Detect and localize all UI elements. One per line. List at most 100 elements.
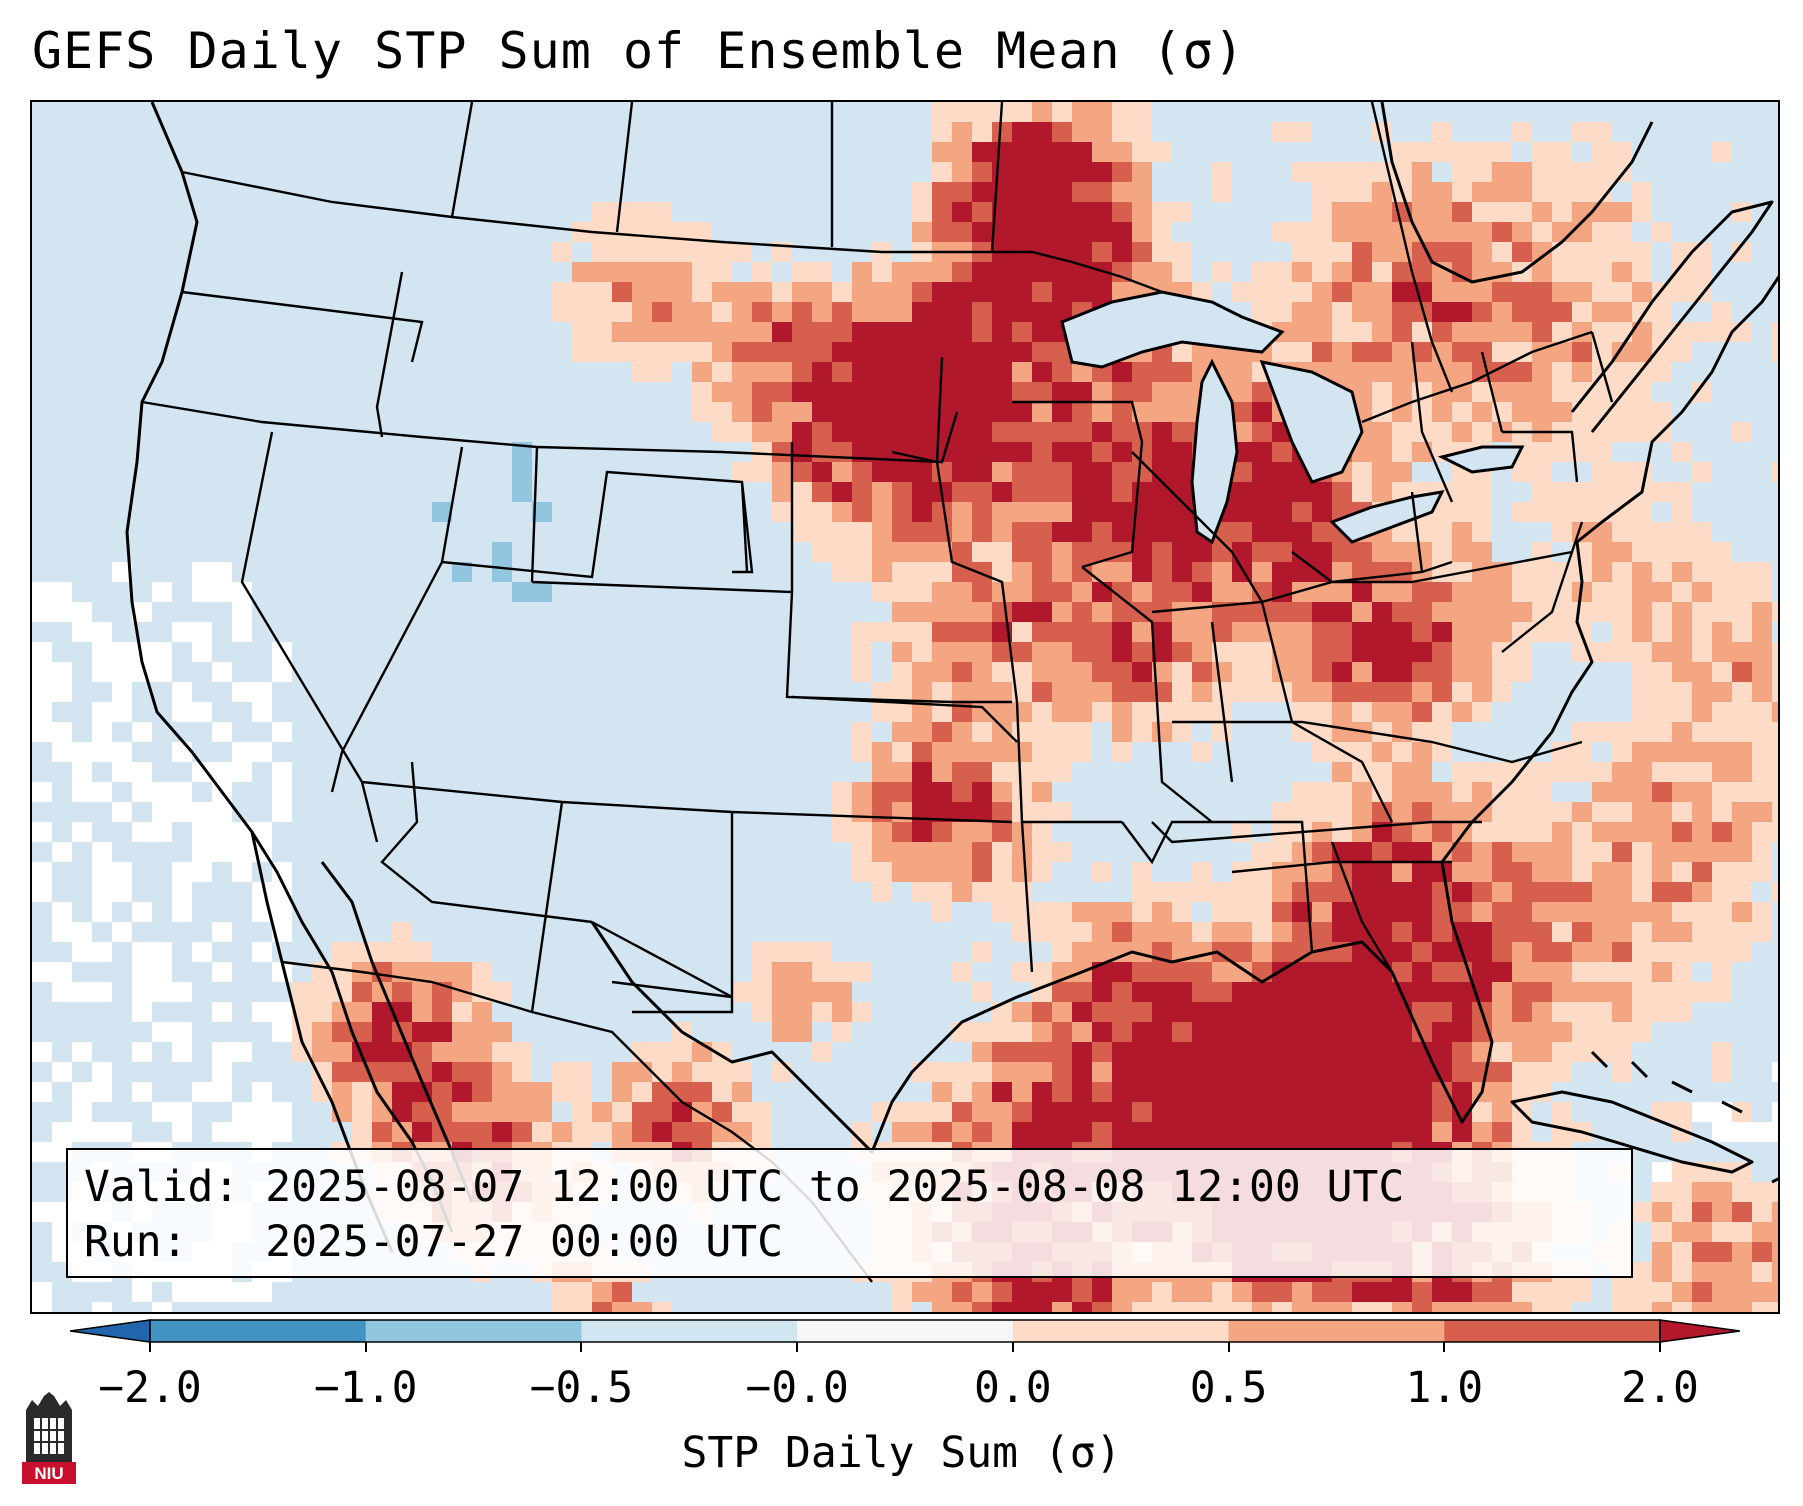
anomaly-cell <box>952 1102 972 1122</box>
anomaly-cell <box>932 202 952 222</box>
anomaly-cell <box>1532 242 1552 262</box>
anomaly-cell <box>952 722 972 742</box>
anomaly-cell <box>892 822 912 842</box>
anomaly-cell <box>1172 1062 1192 1082</box>
anomaly-cell <box>1372 802 1392 822</box>
anomaly-cell <box>1572 402 1592 422</box>
anomaly-cell <box>1032 202 1052 222</box>
anomaly-cell <box>372 1022 392 1042</box>
anomaly-cell <box>712 302 732 322</box>
anomaly-cell <box>1032 522 1052 542</box>
anomaly-cell <box>1072 442 1092 462</box>
anomaly-cell <box>1412 902 1432 922</box>
anomaly-cell <box>1592 262 1612 282</box>
anomaly-cell <box>1652 222 1672 242</box>
anomaly-cell <box>412 942 432 962</box>
colorbar-bin <box>150 1320 367 1342</box>
anomaly-cell <box>1032 382 1052 402</box>
anomaly-cell <box>1132 422 1152 442</box>
anomaly-cell <box>872 542 892 562</box>
anomaly-cell <box>852 502 872 522</box>
anomaly-cell <box>1752 1202 1772 1222</box>
anomaly-cell <box>1532 622 1552 642</box>
anomaly-cell <box>1292 1042 1312 1062</box>
anomaly-cell <box>1612 802 1632 822</box>
anomaly-cell <box>1632 802 1652 822</box>
anomaly-cell <box>1032 482 1052 502</box>
anomaly-cell <box>932 702 952 722</box>
anomaly-cell <box>1412 1122 1432 1142</box>
anomaly-cell <box>712 1062 732 1082</box>
anomaly-cell <box>452 1062 472 1082</box>
anomaly-cell <box>372 1042 392 1062</box>
anomaly-cell <box>132 642 152 662</box>
anomaly-cell <box>1572 482 1592 502</box>
anomaly-cell <box>1632 622 1652 642</box>
anomaly-cell <box>32 642 52 662</box>
anomaly-cell <box>1692 922 1712 942</box>
anomaly-cell <box>1532 902 1552 922</box>
anomaly-cell <box>1052 182 1072 202</box>
anomaly-cell <box>172 802 192 822</box>
anomaly-cell <box>1072 162 1092 182</box>
anomaly-cell <box>812 982 832 1002</box>
anomaly-cell <box>1292 502 1312 522</box>
anomaly-cell <box>1392 1102 1412 1122</box>
colorbar-tick-label: 0.0 <box>974 1363 1052 1413</box>
anomaly-cell <box>1252 1122 1272 1142</box>
anomaly-cell <box>92 702 112 722</box>
anomaly-cell <box>1552 1022 1572 1042</box>
anomaly-cell <box>1272 642 1292 662</box>
anomaly-cell <box>652 1302 672 1312</box>
anomaly-cell <box>1032 782 1052 802</box>
anomaly-cell <box>1492 382 1512 402</box>
anomaly-cell <box>952 422 972 442</box>
anomaly-cell <box>1012 842 1032 862</box>
anomaly-cell <box>1592 242 1612 262</box>
anomaly-cell <box>1132 242 1152 262</box>
anomaly-cell <box>872 762 892 782</box>
anomaly-cell <box>1452 642 1472 662</box>
anomaly-cell <box>1272 1282 1292 1302</box>
anomaly-cell <box>1492 582 1512 602</box>
anomaly-cell <box>1452 782 1472 802</box>
anomaly-cell <box>1032 282 1052 302</box>
anomaly-cell <box>1732 642 1752 662</box>
anomaly-cell <box>1472 402 1492 422</box>
anomaly-cell <box>1312 662 1332 682</box>
anomaly-cell <box>1252 262 1272 282</box>
anomaly-cell <box>1652 362 1672 382</box>
anomaly-cell <box>1172 1002 1192 1022</box>
anomaly-cell <box>472 982 492 1002</box>
anomaly-cell <box>1472 522 1492 542</box>
anomaly-cell <box>912 582 932 602</box>
anomaly-cell <box>1552 982 1572 1002</box>
anomaly-cell <box>1032 922 1052 942</box>
anomaly-cell <box>1312 222 1332 242</box>
colorbar-under-extend <box>70 1319 151 1343</box>
anomaly-cell <box>1692 1282 1712 1302</box>
anomaly-cell <box>1312 942 1332 962</box>
anomaly-cell <box>1512 582 1532 602</box>
anomaly-cell <box>1372 602 1392 622</box>
anomaly-cell <box>1012 222 1032 242</box>
anomaly-cell <box>152 942 172 962</box>
anomaly-cell <box>952 1082 972 1102</box>
anomaly-cell <box>1732 602 1752 622</box>
anomaly-cell <box>1692 802 1712 822</box>
anomaly-cell <box>1292 282 1312 302</box>
anomaly-cell <box>1252 302 1272 322</box>
anomaly-cell <box>1292 982 1312 1002</box>
anomaly-cell <box>972 782 992 802</box>
anomaly-cell <box>1032 702 1052 722</box>
anomaly-cell <box>1072 1282 1092 1302</box>
anomaly-cell <box>1152 1042 1172 1062</box>
anomaly-cell <box>1612 742 1632 762</box>
anomaly-cell <box>972 282 992 302</box>
anomaly-cell <box>852 622 872 642</box>
anomaly-cell <box>972 442 992 462</box>
anomaly-cell <box>1452 202 1472 222</box>
anomaly-cell <box>1592 562 1612 582</box>
anomaly-cell <box>1352 862 1372 882</box>
anomaly-cell <box>492 1042 512 1062</box>
